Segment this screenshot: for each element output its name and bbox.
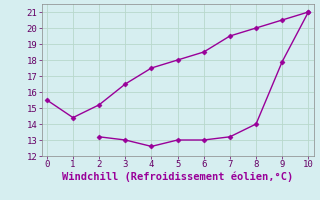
X-axis label: Windchill (Refroidissement éolien,°C): Windchill (Refroidissement éolien,°C)	[62, 172, 293, 182]
